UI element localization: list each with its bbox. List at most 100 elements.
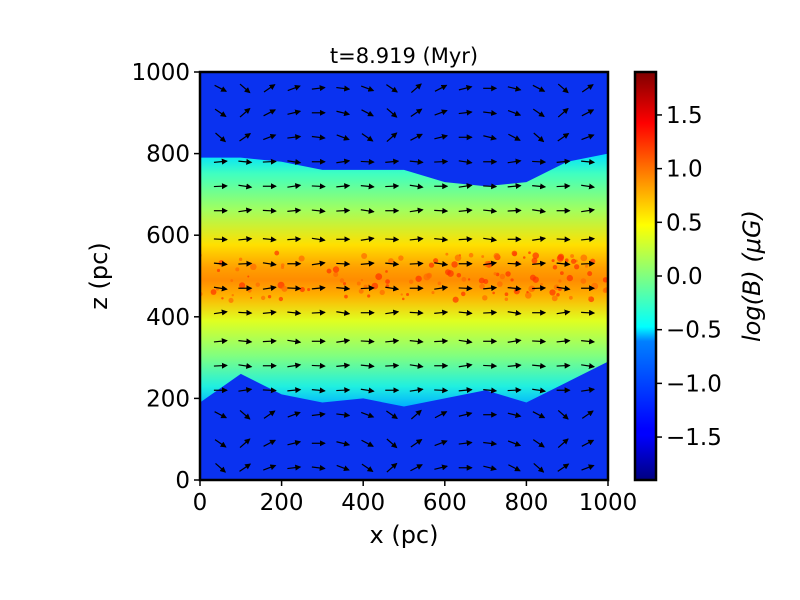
speckle bbox=[326, 268, 332, 274]
y-tick-label: 800 bbox=[146, 142, 190, 168]
speckle bbox=[445, 252, 449, 256]
field-vector-arrow bbox=[532, 338, 547, 345]
field-vector-arrow bbox=[386, 84, 398, 93]
speckle bbox=[298, 255, 305, 262]
field-vector-arrow bbox=[434, 261, 449, 267]
field-vector-arrow bbox=[287, 109, 302, 116]
field-vector-arrow bbox=[458, 109, 473, 116]
field-vector-arrow bbox=[557, 409, 569, 420]
speckle bbox=[461, 277, 467, 282]
field-vector-arrow bbox=[533, 132, 545, 143]
speckle bbox=[568, 295, 573, 300]
speckle bbox=[235, 267, 240, 272]
speckle bbox=[499, 273, 506, 280]
field-vector-arrow bbox=[483, 362, 498, 369]
speckle bbox=[451, 261, 458, 268]
speckle bbox=[505, 271, 511, 277]
speckle bbox=[602, 277, 608, 283]
field-vector-arrow bbox=[458, 85, 473, 91]
field-vector-arrow bbox=[262, 236, 277, 243]
field-vector-arrow bbox=[215, 132, 227, 143]
speckle bbox=[250, 263, 257, 271]
speckle bbox=[408, 279, 414, 284]
speckle bbox=[564, 258, 569, 263]
speckle bbox=[433, 258, 439, 264]
speckle bbox=[540, 282, 543, 286]
field-vector-arrow bbox=[507, 440, 522, 447]
speckle bbox=[428, 262, 435, 268]
field-vector-arrow bbox=[311, 134, 326, 141]
speckle bbox=[532, 252, 540, 259]
speckle bbox=[549, 289, 556, 296]
field-vector-arrow bbox=[287, 84, 301, 92]
speckle bbox=[406, 292, 410, 297]
field-vector-arrow bbox=[262, 285, 277, 291]
field-vector-arrow bbox=[360, 338, 375, 345]
field-vector-arrow bbox=[311, 183, 326, 190]
speckle bbox=[278, 296, 284, 302]
field-vector-arrow bbox=[311, 285, 326, 292]
speckle bbox=[332, 266, 340, 273]
speckle bbox=[510, 278, 514, 282]
field-vector-arrow bbox=[385, 158, 400, 165]
speckle bbox=[280, 265, 285, 270]
field-vector-arrow bbox=[360, 285, 375, 292]
speckle bbox=[526, 290, 529, 294]
speckle bbox=[358, 288, 364, 294]
field-vector-arrow bbox=[385, 183, 400, 190]
field-vector-arrow bbox=[434, 439, 448, 447]
field-vector-arrow bbox=[410, 464, 423, 472]
field-vector-arrow bbox=[287, 134, 302, 141]
field-vector-arrow bbox=[263, 464, 277, 471]
field-vector-arrow bbox=[311, 387, 326, 394]
field-vector-arrow bbox=[409, 387, 424, 393]
field-vector-arrow bbox=[311, 207, 326, 214]
field-vector-arrow bbox=[239, 438, 251, 449]
speckle bbox=[267, 294, 272, 299]
x-tick-label: 800 bbox=[504, 490, 548, 516]
field-vector-arrow bbox=[556, 362, 571, 369]
field-vector-arrow bbox=[213, 158, 228, 165]
speckle bbox=[528, 251, 531, 255]
field-vector-arrow bbox=[385, 260, 400, 267]
field-vector-arrow bbox=[214, 84, 228, 92]
speckle bbox=[493, 272, 497, 276]
field-vector-arrow bbox=[581, 464, 595, 471]
speckle bbox=[522, 256, 526, 259]
field-vector-arrow bbox=[458, 338, 473, 345]
field-vector-arrow bbox=[238, 363, 253, 369]
field-vector-arrow bbox=[239, 463, 252, 472]
speckle bbox=[344, 294, 348, 299]
speckle bbox=[398, 255, 404, 261]
field-vector-arrow bbox=[507, 158, 522, 165]
speckle bbox=[367, 284, 370, 287]
field-vector-arrow bbox=[238, 387, 253, 393]
field-vector-arrow bbox=[458, 440, 473, 447]
colorbar-tick-label: 1.5 bbox=[666, 103, 703, 129]
field-vector-arrow bbox=[556, 158, 571, 165]
field-vector-arrow bbox=[213, 362, 228, 369]
speckle bbox=[482, 295, 488, 301]
field-vector-arrow bbox=[214, 439, 227, 448]
speckle bbox=[602, 287, 608, 294]
field-vector-arrow bbox=[213, 183, 228, 190]
x-tick-label: 400 bbox=[341, 490, 385, 516]
field-vector-arrow bbox=[483, 387, 498, 394]
field-vector-arrow bbox=[238, 236, 253, 243]
field-vector-arrow bbox=[311, 260, 326, 267]
speckle bbox=[210, 289, 217, 295]
field-vector-arrow bbox=[581, 439, 595, 447]
field-vector-arrow bbox=[434, 158, 449, 165]
speckle bbox=[260, 295, 266, 301]
colorbar-tick-label: 0.5 bbox=[666, 210, 703, 236]
field-vector-arrow bbox=[360, 183, 375, 190]
field-vector-arrow bbox=[557, 438, 569, 449]
field-vector-arrow bbox=[360, 85, 375, 92]
field-vector-arrow bbox=[508, 133, 521, 141]
speckle bbox=[221, 297, 224, 300]
field-vector-arrow bbox=[336, 183, 351, 190]
speckle bbox=[401, 297, 405, 301]
field-vector-arrow bbox=[360, 362, 375, 369]
speckle bbox=[375, 273, 383, 281]
field-vector-arrow bbox=[434, 387, 449, 394]
